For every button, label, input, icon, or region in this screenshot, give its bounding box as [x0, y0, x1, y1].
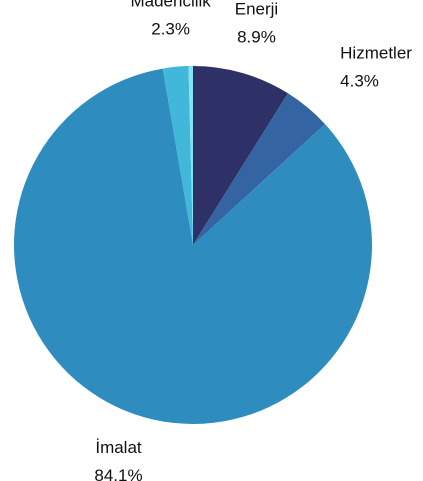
slice-value-label: 84.1%	[94, 466, 142, 481]
slice-label: Enerji	[235, 0, 278, 18]
pie-slice	[162, 66, 193, 245]
pie-slice	[14, 68, 373, 424]
slice-value-label: 8.9%	[237, 27, 276, 46]
pie-slice	[193, 66, 288, 245]
pie-slice	[188, 66, 193, 245]
slice-value-label: 4.3%	[340, 72, 379, 91]
slice-label: Hizmetler	[340, 44, 412, 63]
slice-label: İmalat	[95, 438, 142, 457]
slice-label: Madencilik	[130, 0, 211, 11]
slice-value-label: 2.3%	[151, 20, 190, 39]
pie-slice	[193, 93, 326, 245]
